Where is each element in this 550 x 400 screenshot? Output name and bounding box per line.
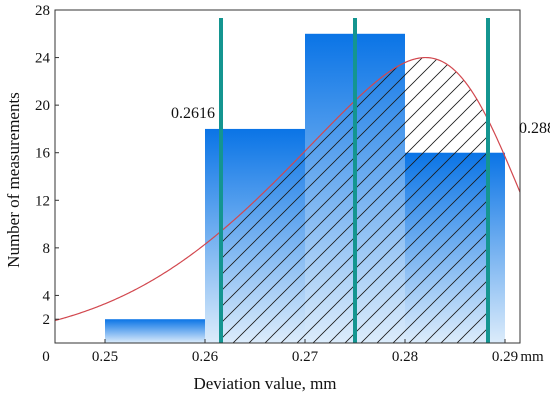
y-tick-label-4: 16 [35,146,51,162]
x-unit-label: mm [520,349,544,365]
plot-frame [54,9,521,344]
distribution-curve [55,56,520,322]
y-tick-label-3: 12 [35,193,50,209]
y-tick-label-1: 4 [43,288,51,304]
y-axis-label: Number of measurements [4,92,23,268]
y-tick-label-6: 24 [35,51,51,67]
x-tick-label-1: 0.26 [192,349,219,365]
x-tick-label-0: 0.25 [92,349,118,365]
y-tick-label-2: 8 [43,241,51,257]
x-tick-label-4: 0.29 [492,349,518,365]
vertical-line-label-0: 0.2616 [171,105,215,122]
vertical-line-labels: 0.2616 0.2883 [171,105,550,137]
y-tick-label-7: 28 [35,3,50,19]
vertical-lines [219,18,490,343]
x-tick-label-2: 0.27 [292,349,319,365]
origin-label: 0 [42,349,50,365]
vertical-line-label-2: 0.2883 [519,120,550,137]
y-tick-label-5: 20 [35,98,50,114]
x-axis-label: Deviation value, mm [193,374,336,393]
histogram-bar-0 [105,319,205,343]
x-tick-label-3: 0.28 [392,349,418,365]
y-tick-label-0: 2 [43,312,51,328]
